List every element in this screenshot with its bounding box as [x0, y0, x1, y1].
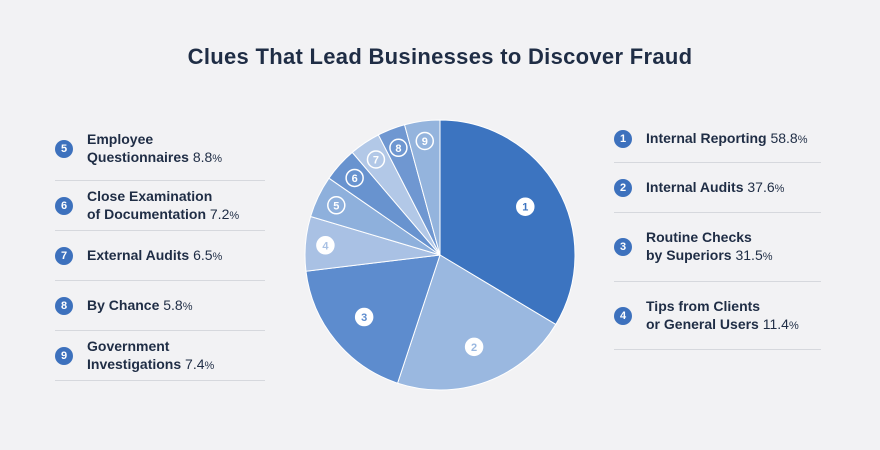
pie-badge-9 [415, 131, 435, 151]
legend-label-5: Employee Questionnaires 8.8% [87, 131, 223, 165]
legend-value-8: 5.8 [163, 296, 183, 313]
legend-value-5: 8.8 [192, 149, 213, 165]
legend-item-4: 4 Tips from Clients or General Users 11.… [614, 282, 821, 350]
pie-label-8: 8 [395, 143, 401, 155]
legend-badge-8: 8 [55, 296, 73, 315]
legend-item-8: 8 By Chance 5.8% [55, 281, 265, 331]
pie-slice-2 [396, 254, 557, 391]
pie-label-7: 7 [373, 154, 379, 166]
legend-label-2: Internal Audits 37.6% [646, 178, 785, 195]
legend-item-2: 2 Internal Audits 37.6% [614, 163, 821, 213]
legend-badge-5: 5 [55, 140, 73, 158]
pie-slice-1 [439, 119, 576, 326]
legend-item-7: 7 External Audits 6.5% [55, 231, 265, 281]
pie-badge-2 [464, 337, 484, 357]
legend-badge-3: 3 [614, 238, 632, 256]
legend-value-1: 58.8 [770, 129, 798, 146]
legend-badge-2: 2 [614, 178, 632, 197]
legend-item-5: 5 Employee Questionnaires 8.8% [55, 118, 265, 181]
pie-badge-8 [389, 138, 408, 158]
pie-badge-7 [366, 150, 386, 169]
pie-badge-1 [516, 197, 535, 216]
legend-value-2: 37.6 [747, 178, 775, 195]
pie-label-5: 5 [333, 200, 339, 212]
legend-badge-7: 7 [55, 246, 73, 265]
legend-label-3: Routine Checks by Superiors 31.5% [646, 229, 773, 263]
legend-label-6: Close Examination of Documentation 7.2% [87, 187, 240, 222]
legend-badge-1: 1 [614, 129, 632, 148]
legend-label-4: Tips from Clients or General Users 11.4% [646, 297, 799, 332]
legend-badge-6: 6 [55, 196, 73, 215]
legend-label-1: Internal Reporting 58.8% [646, 129, 808, 146]
pie-label-1: 1 [522, 202, 528, 214]
pie-label-9: 9 [422, 136, 428, 148]
legend-item-6: 6 Close Examination of Documentation 7.2… [55, 181, 265, 231]
pie-badge-6 [345, 168, 364, 188]
legend-value-9: 7.4 [185, 355, 205, 372]
legend-value-4: 11.4 [762, 315, 789, 332]
pie-badge-3 [354, 307, 374, 327]
legend-value-7: 6.5 [193, 246, 213, 263]
pie-label-2: 2 [471, 342, 477, 354]
legend-left: 5 Employee Questionnaires 8.8% 6 Close E… [55, 118, 265, 381]
legend-badge-9: 9 [55, 346, 73, 365]
pie-label-3: 3 [361, 312, 367, 324]
legend-label-7: External Audits 6.5% [87, 246, 223, 263]
legend-value-3: 31.5 [735, 247, 763, 263]
pie-slice-9 [403, 119, 441, 256]
pie-badge-5 [327, 196, 346, 215]
legend-item-1: 1 Internal Reporting 58.8% [614, 115, 821, 163]
legend-item-3: 3 Routine Checks by Superiors 31.5% [614, 213, 821, 282]
legend-right: 1 Internal Reporting 58.8% 2 Internal Au… [614, 115, 821, 350]
pie-label-6: 6 [352, 173, 358, 185]
pie-badge-4 [316, 236, 335, 255]
chart-title: Clues That Lead Businesses to Discover F… [187, 44, 693, 69]
pie-chart: 1 2 3 4 5 6 7 8 9 [304, 119, 576, 391]
legend-badge-4: 4 [614, 306, 632, 325]
pie-label-4: 4 [322, 240, 329, 252]
legend-value-6: 7.2 [209, 205, 230, 222]
legend-item-9: 9 Government Investigations 7.4% [55, 331, 265, 381]
legend-label-8: By Chance 5.8% [87, 296, 193, 313]
legend-label-9: Government Investigations 7.4% [87, 337, 215, 372]
